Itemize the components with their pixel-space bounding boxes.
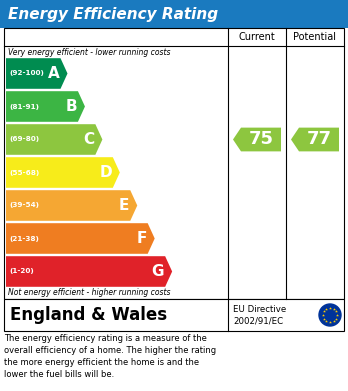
- Circle shape: [319, 304, 341, 326]
- Text: (81-91): (81-91): [9, 104, 39, 109]
- Text: Potential: Potential: [293, 32, 337, 42]
- Bar: [4, 299, 344, 331]
- Text: Not energy efficient - higher running costs: Not energy efficient - higher running co…: [8, 288, 171, 297]
- Polygon shape: [233, 127, 281, 151]
- Text: G: G: [152, 264, 164, 279]
- Polygon shape: [6, 124, 102, 155]
- Text: (92-100): (92-100): [9, 70, 44, 77]
- Polygon shape: [291, 127, 339, 151]
- Text: EU Directive
2002/91/EC: EU Directive 2002/91/EC: [233, 305, 286, 325]
- Text: England & Wales: England & Wales: [10, 306, 167, 324]
- Polygon shape: [6, 91, 85, 122]
- Text: Current: Current: [239, 32, 275, 42]
- Text: Energy Efficiency Rating: Energy Efficiency Rating: [8, 7, 218, 22]
- Text: C: C: [83, 132, 94, 147]
- Text: F: F: [136, 231, 147, 246]
- Polygon shape: [6, 256, 172, 287]
- Text: 75: 75: [248, 131, 274, 149]
- Text: Very energy efficient - lower running costs: Very energy efficient - lower running co…: [8, 48, 171, 57]
- Bar: [0, 0, 348, 28]
- Polygon shape: [6, 190, 137, 221]
- Text: (55-68): (55-68): [9, 170, 39, 176]
- Text: (69-80): (69-80): [9, 136, 39, 142]
- Polygon shape: [6, 157, 120, 188]
- Text: E: E: [119, 198, 129, 213]
- Text: B: B: [65, 99, 77, 114]
- Polygon shape: [6, 223, 155, 254]
- Text: The energy efficiency rating is a measure of the
overall efficiency of a home. T: The energy efficiency rating is a measur…: [4, 334, 216, 379]
- Text: (21-38): (21-38): [9, 235, 39, 242]
- Text: (1-20): (1-20): [9, 269, 34, 274]
- Text: (39-54): (39-54): [9, 203, 39, 208]
- Bar: [4, 28, 344, 299]
- Text: 77: 77: [307, 131, 332, 149]
- Polygon shape: [6, 58, 68, 89]
- Text: A: A: [48, 66, 60, 81]
- Text: D: D: [99, 165, 112, 180]
